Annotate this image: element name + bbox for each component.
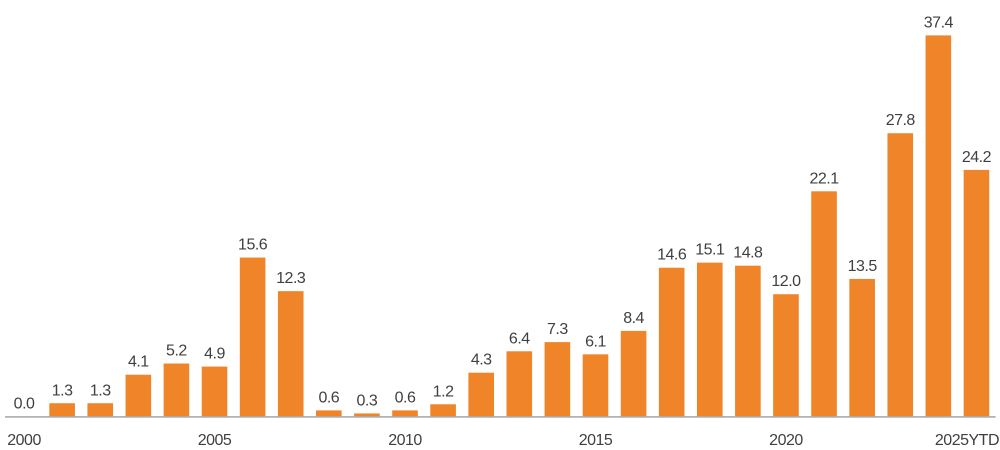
svg-text:12.0: 12.0 [771,273,801,290]
svg-text:2015: 2015 [579,432,613,449]
svg-text:5.2: 5.2 [166,343,187,360]
svg-text:13.5: 13.5 [848,258,878,275]
svg-text:0.3: 0.3 [357,392,378,409]
svg-text:2005: 2005 [198,432,232,449]
svg-text:22.1: 22.1 [809,170,839,187]
svg-text:12.3: 12.3 [276,270,306,287]
svg-text:4.1: 4.1 [128,354,149,371]
svg-text:37.4: 37.4 [924,14,954,31]
svg-text:8.4: 8.4 [623,310,644,327]
svg-text:2000: 2000 [7,432,41,449]
svg-text:2020: 2020 [769,432,803,449]
svg-text:0.6: 0.6 [395,389,416,406]
svg-text:0.6: 0.6 [318,389,339,406]
svg-text:4.3: 4.3 [471,352,492,369]
svg-text:24.2: 24.2 [962,149,992,166]
svg-text:2010: 2010 [388,432,422,449]
svg-text:0.0: 0.0 [14,396,35,413]
svg-text:2025YTD: 2025YTD [935,432,999,449]
svg-text:1.2: 1.2 [433,383,454,400]
svg-text:14.8: 14.8 [733,245,763,262]
svg-text:1.3: 1.3 [52,382,73,399]
svg-text:6.1: 6.1 [585,333,606,350]
svg-text:27.8: 27.8 [886,112,916,129]
svg-text:1.3: 1.3 [90,382,111,399]
svg-text:4.9: 4.9 [204,346,225,363]
svg-text:14.6: 14.6 [657,247,687,264]
svg-text:15.1: 15.1 [695,242,725,259]
svg-text:6.4: 6.4 [509,330,530,347]
svg-text:7.3: 7.3 [547,321,568,338]
svg-text:15.6: 15.6 [238,237,268,254]
